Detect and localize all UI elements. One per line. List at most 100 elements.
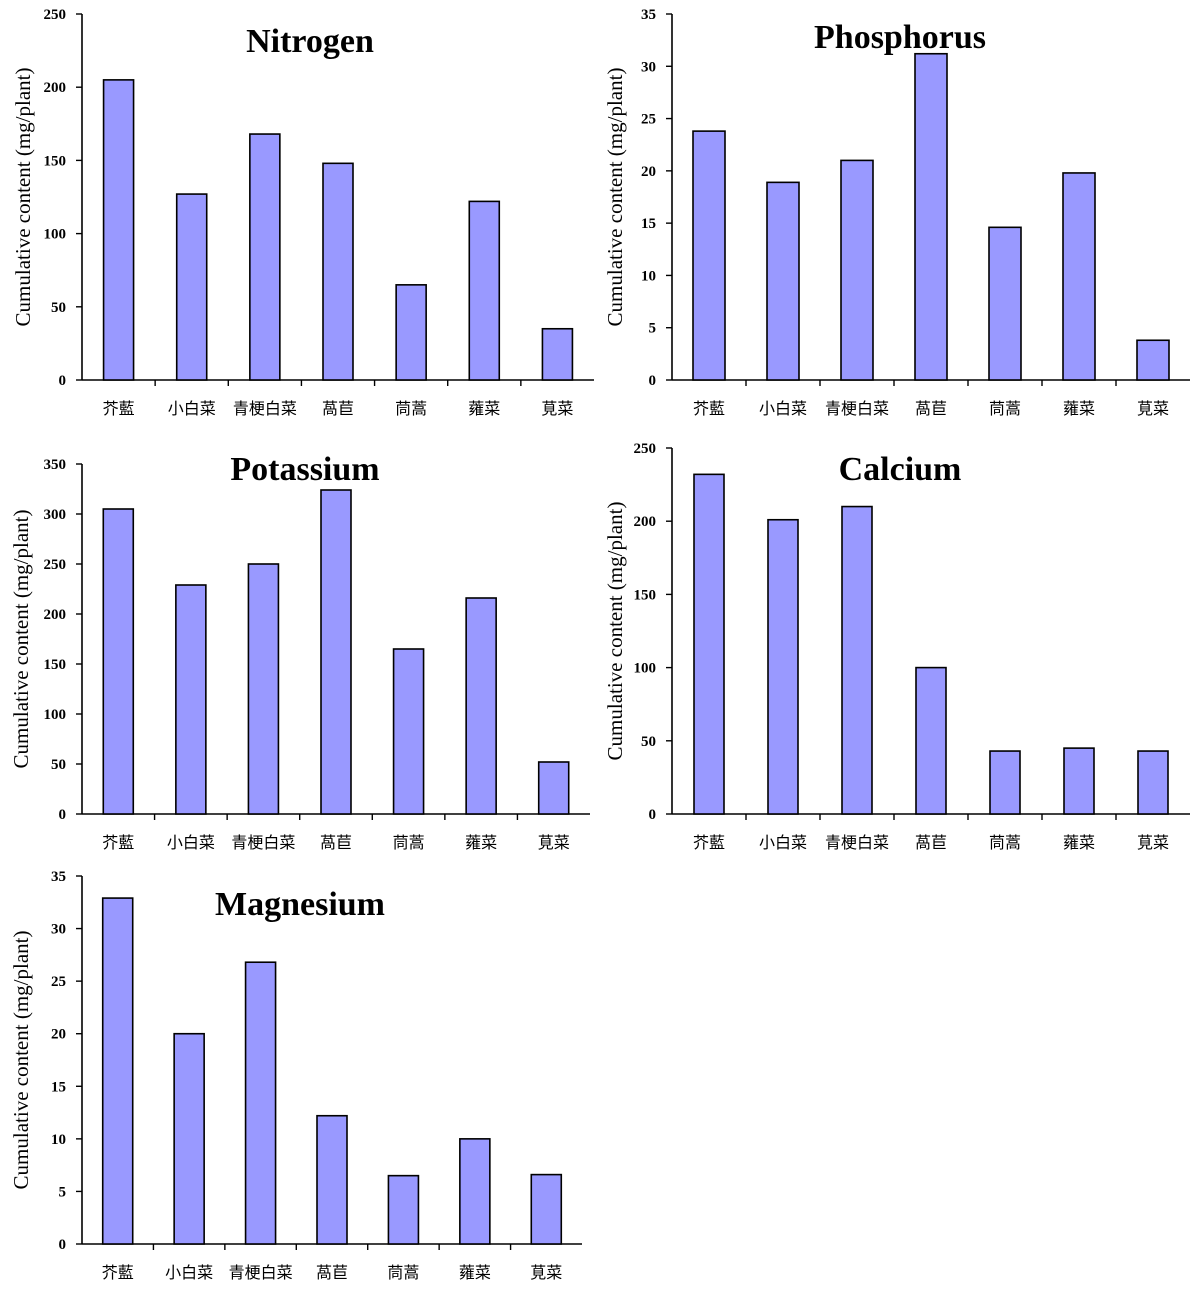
phosphorus-chart-title: Phosphorus: [814, 19, 986, 56]
calcium-x-tick-label: 茼蒿: [989, 833, 1021, 852]
nitrogen-y-axis-title: Cumulative content (mg/plant): [11, 68, 35, 327]
phosphorus-bar: [1136, 339, 1170, 381]
phosphorus-bar: [840, 159, 874, 381]
potassium-x-tick-label: 萵苣: [320, 833, 352, 852]
magnesium-y-tick-label: 35: [51, 869, 66, 885]
calcium-x-tick-label: 青梗白菜: [825, 833, 889, 852]
nitrogen-x-tick-label: 萵苣: [322, 399, 354, 418]
potassium-x-tick-label: 小白菜: [167, 833, 215, 852]
calcium-x-tick-label: 莧菜: [1137, 833, 1169, 852]
nitrogen-y-tick-label: 50: [51, 300, 66, 316]
nitrogen-bar: [468, 200, 501, 381]
magnesium-x-tick-label: 小白菜: [165, 1263, 213, 1282]
nitrogen-bar: [322, 162, 354, 381]
magnesium-chart-title: Magnesium: [215, 886, 385, 923]
calcium-bar: [1063, 747, 1095, 815]
magnesium-y-axis-title: Cumulative content (mg/plant): [9, 931, 33, 1190]
potassium-bar: [175, 584, 207, 815]
potassium-x-tick-label: 莧菜: [538, 833, 570, 852]
phosphorus-bar: [1062, 172, 1096, 381]
potassium-y-tick-label: 350: [44, 457, 67, 473]
potassium-y-tick-label: 150: [44, 657, 67, 673]
nitrogen-x-tick-label: 莧菜: [541, 399, 573, 418]
magnesium-y-tick-label: 30: [51, 922, 66, 938]
magnesium-bar: [530, 1173, 563, 1245]
potassium-bar: [102, 508, 135, 815]
potassium-y-tick-label: 100: [44, 707, 67, 723]
calcium-y-tick-label: 150: [634, 587, 657, 603]
magnesium-y-tick-label: 10: [51, 1132, 66, 1148]
magnesium-y-tick-label: 25: [51, 974, 66, 990]
calcium-bar: [693, 473, 725, 815]
magnesium-x-tick-label: 茼蒿: [387, 1263, 419, 1282]
magnesium-y-tick-label: 5: [59, 1184, 67, 1200]
calcium-x-tick-label: 蕹菜: [1063, 833, 1095, 852]
potassium-y-axis-title: Cumulative content (mg/plant): [9, 510, 33, 769]
potassium-bar: [320, 489, 352, 815]
phosphorus-x-tick-label: 青梗白菜: [825, 399, 889, 418]
calcium-chart: 0 50 100 150 200 250 芥藍 小白菜 青梗白菜 萵苣 茼蒿 蕹菜 莧菜 Calcium C…: [603, 441, 1190, 852]
potassium-bar: [465, 597, 497, 815]
phosphorus-x-tick-label: 莧菜: [1137, 399, 1169, 418]
potassium-y-tick-label: 50: [51, 757, 66, 773]
potassium-y-tick-label: 0: [59, 807, 67, 823]
calcium-bar: [989, 750, 1021, 815]
magnesium-x-tick-label: 蕹菜: [459, 1263, 491, 1282]
nitrogen-bar: [541, 327, 574, 381]
calcium-y-tick-label: 50: [641, 734, 656, 750]
phosphorus-y-tick-label: 10: [641, 268, 656, 284]
phosphorus-y-tick-label: 0: [649, 373, 657, 389]
potassium-chart: 0 50 100 150 200 250 300 350 芥藍 小白菜 青梗白菜 萵苣 茼蒿 蕹菜 莧菜 Po…: [9, 451, 590, 852]
phosphorus-y-tick-label: 5: [649, 321, 657, 337]
calcium-bar: [1137, 750, 1169, 815]
phosphorus-y-tick-label: 25: [641, 112, 656, 128]
calcium-x-tick-label: 小白菜: [759, 833, 807, 852]
phosphorus-x-tick-label: 芥藍: [693, 399, 725, 418]
calcium-y-tick-label: 100: [634, 661, 657, 677]
calcium-bar: [915, 666, 947, 815]
nitrogen-y-tick-label: 150: [44, 153, 67, 169]
potassium-bar: [537, 761, 570, 815]
magnesium-y-tick-label: 15: [51, 1079, 66, 1095]
nitrogen-x-tick-label: 小白菜: [168, 399, 216, 418]
magnesium-chart: 0 5 10 15 20 25 30 35 芥藍 小白菜 青梗白菜 萵苣 茼蒿 蕹菜 莧菜 Magnesium…: [9, 869, 582, 1282]
potassium-x-tick-label: 芥藍: [102, 833, 134, 852]
phosphorus-bar: [988, 226, 1022, 381]
potassium-y-tick-label: 200: [44, 607, 67, 623]
calcium-bar: [767, 518, 799, 815]
phosphorus-chart: 0 5 10 15 20 25 30 35 芥藍 小白菜 青梗白菜 萵苣 茼蒿 蕹菜 莧菜 Phosphoru…: [603, 7, 1190, 418]
calcium-x-tick-label: 芥藍: [693, 833, 725, 852]
nitrogen-bar: [102, 79, 135, 381]
calcium-y-tick-label: 0: [649, 807, 657, 823]
nitrogen-x-tick-label: 芥藍: [103, 399, 135, 418]
magnesium-bar: [244, 961, 277, 1245]
potassium-bar: [247, 563, 280, 815]
potassium-y-tick-label: 250: [44, 557, 67, 573]
magnesium-x-tick-label: 芥藍: [102, 1263, 134, 1282]
magnesium-bar: [316, 1114, 348, 1245]
nitrogen-y-tick-label: 250: [44, 7, 67, 23]
phosphorus-y-tick-label: 20: [641, 164, 656, 180]
potassium-chart-title: Potassium: [230, 451, 379, 488]
magnesium-x-tick-label: 莧菜: [530, 1263, 562, 1282]
phosphorus-y-tick-label: 30: [641, 59, 656, 75]
nitrogen-x-tick-label: 茼蒿: [395, 399, 427, 418]
nitrogen-y-tick-label: 200: [44, 80, 67, 96]
magnesium-x-tick-label: 青梗白菜: [229, 1263, 293, 1282]
nitrogen-bar: [249, 133, 281, 381]
calcium-chart-title: Calcium: [839, 451, 962, 488]
magnesium-y-tick-label: 0: [59, 1237, 67, 1253]
potassium-y-tick-label: 300: [44, 507, 67, 523]
magnesium-y-tick-label: 20: [51, 1027, 66, 1043]
phosphorus-x-tick-label: 茼蒿: [989, 399, 1021, 418]
magnesium-bar: [459, 1138, 491, 1245]
nitrogen-bar: [395, 284, 427, 381]
phosphorus-bar: [692, 130, 726, 381]
phosphorus-x-tick-label: 蕹菜: [1063, 399, 1095, 418]
phosphorus-y-tick-label: 15: [641, 216, 656, 232]
phosphorus-bar: [914, 52, 948, 381]
nitrogen-x-tick-label: 青梗白菜: [233, 399, 297, 418]
phosphorus-bar: [766, 181, 800, 381]
calcium-y-axis-title: Cumulative content (mg/plant): [603, 502, 627, 761]
